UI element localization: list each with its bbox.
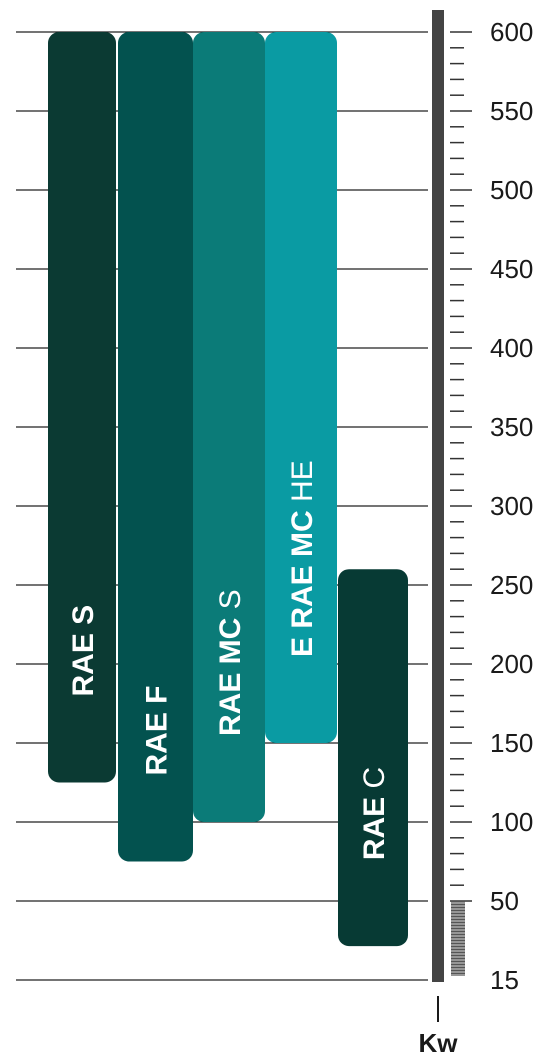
y-tick-label: 550 <box>490 96 533 126</box>
bar <box>338 569 408 947</box>
unit-label: Kw <box>419 1028 459 1056</box>
bar-label: E RAE MC HE <box>286 460 319 657</box>
y-tick-label: 250 <box>490 570 533 600</box>
bar-group: RAE S <box>48 32 116 783</box>
bar-label-bold: RAE F <box>141 686 174 776</box>
bar <box>48 32 116 783</box>
bar-group: RAE F <box>118 32 193 862</box>
bar-label-light: C <box>358 767 391 797</box>
bar-label-bold: RAE MC <box>214 618 247 736</box>
bar-label: RAE MC S <box>214 589 247 736</box>
bar-label-light: HE <box>286 460 319 510</box>
bar-label: RAE S <box>67 605 100 697</box>
y-tick-label: 150 <box>490 728 533 758</box>
y-tick-label: 15 <box>490 965 519 995</box>
bar-group: E RAE MC HE <box>265 32 337 743</box>
y-tick-label: 500 <box>490 175 533 205</box>
bar-label: RAE C <box>358 767 391 860</box>
bar <box>265 32 337 743</box>
bar-label-light: S <box>214 589 247 617</box>
y-tick-label: 100 <box>490 807 533 837</box>
bar <box>118 32 193 862</box>
bar <box>193 32 265 822</box>
bar-label-bold: RAE S <box>67 605 100 697</box>
bar-label-bold: E RAE MC <box>286 510 319 657</box>
y-tick-label: 450 <box>490 254 533 284</box>
bar-label: RAE F <box>141 686 174 776</box>
y-tick-label: 400 <box>490 333 533 363</box>
y-tick-label: 50 <box>490 886 519 916</box>
scale-bar <box>432 10 444 982</box>
bar-group: RAE MC S <box>193 32 265 822</box>
y-tick-label: 300 <box>490 491 533 521</box>
bar-group: RAE C <box>338 569 408 947</box>
kw-scale <box>432 10 472 982</box>
y-tick-label: 200 <box>490 649 533 679</box>
y-tick-label: 600 <box>490 17 533 47</box>
bars: RAE S RAE F RAE MC S E RAE MC HE RAE C <box>48 32 408 947</box>
y-tick-label: 350 <box>490 412 533 442</box>
bar-label-bold: RAE <box>358 797 391 860</box>
tick-labels: 15 50 100 150 200 250 300 350 400 450 500 550 600 <box>490 17 533 995</box>
